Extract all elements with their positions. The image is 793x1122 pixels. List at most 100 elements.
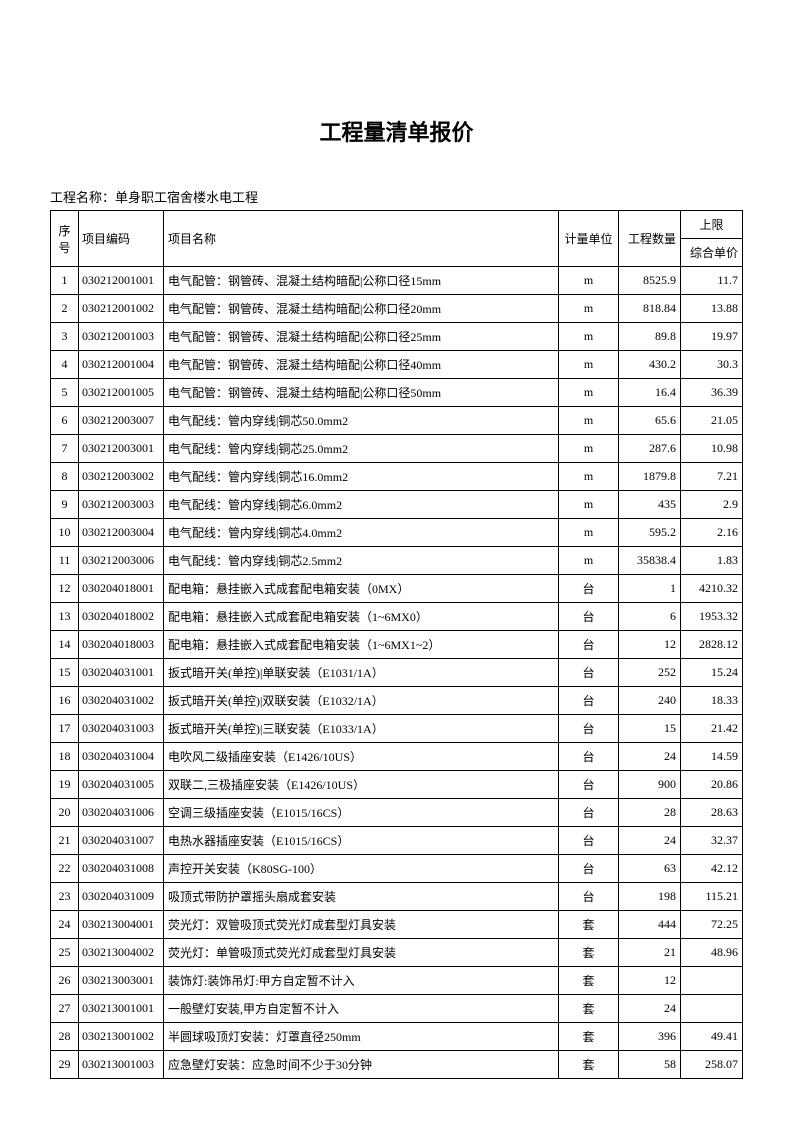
cell-qty: 65.6 — [619, 407, 681, 435]
cell-name: 一般壁灯安装,甲方自定暂不计入 — [164, 995, 559, 1023]
cell-price: 48.96 — [681, 939, 743, 967]
cell-unit: m — [559, 491, 619, 519]
table-row: 7030212003001电气配线：管内穿线|铜芯25.0mm2m287.610… — [51, 435, 743, 463]
table-row: 4030212001004电气配管：钢管砖、混凝土结构暗配|公称口径40mmm4… — [51, 351, 743, 379]
cell-seq: 3 — [51, 323, 79, 351]
cell-qty: 430.2 — [619, 351, 681, 379]
cell-unit: 台 — [559, 771, 619, 799]
cell-code: 030213004001 — [79, 911, 164, 939]
cell-seq: 7 — [51, 435, 79, 463]
cell-name: 电气配管：钢管砖、混凝土结构暗配|公称口径40mm — [164, 351, 559, 379]
cell-qty: 287.6 — [619, 435, 681, 463]
header-code: 项目编码 — [79, 211, 164, 267]
table-row: 21030204031007电热水器插座安装（E1015/16CS）台2432.… — [51, 827, 743, 855]
table-row: 2030212001002电气配管：钢管砖、混凝土结构暗配|公称口径20mmm8… — [51, 295, 743, 323]
cell-qty: 240 — [619, 687, 681, 715]
cell-seq: 10 — [51, 519, 79, 547]
cell-code: 030204031005 — [79, 771, 164, 799]
cell-name: 电气配管：钢管砖、混凝土结构暗配|公称口径25mm — [164, 323, 559, 351]
cell-seq: 1 — [51, 267, 79, 295]
cell-code: 030212001005 — [79, 379, 164, 407]
cell-name: 电气配管：钢管砖、混凝土结构暗配|公称口径15mm — [164, 267, 559, 295]
table-row: 22030204031008声控开关安装（K80SG-100）台6342.12 — [51, 855, 743, 883]
cell-code: 030212003001 — [79, 435, 164, 463]
header-qty: 工程数量 — [619, 211, 681, 267]
table-row: 23030204031009吸顶式带防护罩摇头扇成套安装台198115.21 — [51, 883, 743, 911]
cell-price: 1.83 — [681, 547, 743, 575]
cell-unit: 台 — [559, 603, 619, 631]
cell-price: 258.07 — [681, 1051, 743, 1079]
cell-name: 电气配线：管内穿线|铜芯25.0mm2 — [164, 435, 559, 463]
table-row: 17030204031003扳式暗开关(单控)|三联安装（E1033/1A）台1… — [51, 715, 743, 743]
table-row: 12030204018001配电箱：悬挂嵌入式成套配电箱安装（0MX）台1421… — [51, 575, 743, 603]
cell-name: 配电箱：悬挂嵌入式成套配电箱安装（0MX） — [164, 575, 559, 603]
cell-code: 030212003003 — [79, 491, 164, 519]
cell-price: 21.42 — [681, 715, 743, 743]
cell-seq: 14 — [51, 631, 79, 659]
cell-price: 30.3 — [681, 351, 743, 379]
cell-seq: 27 — [51, 995, 79, 1023]
cell-code: 030204031001 — [79, 659, 164, 687]
cell-qty: 24 — [619, 827, 681, 855]
cell-code: 030213001003 — [79, 1051, 164, 1079]
table-row: 15030204031001扳式暗开关(单控)|单联安装（E1031/1A）台2… — [51, 659, 743, 687]
cell-code: 030213004002 — [79, 939, 164, 967]
cell-name: 荧光灯：双管吸顶式荧光灯成套型灯具安装 — [164, 911, 559, 939]
cell-code: 030204031008 — [79, 855, 164, 883]
cell-price: 18.33 — [681, 687, 743, 715]
table-row: 13030204018002配电箱：悬挂嵌入式成套配电箱安装（1~6MX0）台6… — [51, 603, 743, 631]
cell-name: 双联二,三极插座安装（E1426/10US） — [164, 771, 559, 799]
cell-qty: 435 — [619, 491, 681, 519]
cell-code: 030204031002 — [79, 687, 164, 715]
cell-qty: 35838.4 — [619, 547, 681, 575]
table-row: 27030213001001一般壁灯安装,甲方自定暂不计入套24 — [51, 995, 743, 1023]
page-title: 工程量清单报价 — [50, 115, 743, 147]
cell-qty: 595.2 — [619, 519, 681, 547]
cell-name: 半圆球吸顶灯安装：灯罩直径250mm — [164, 1023, 559, 1051]
cell-name: 装饰灯:装饰吊灯:甲方自定暂不计入 — [164, 967, 559, 995]
cell-code: 030204031007 — [79, 827, 164, 855]
cell-seq: 17 — [51, 715, 79, 743]
cell-unit: 台 — [559, 659, 619, 687]
cell-unit: 套 — [559, 967, 619, 995]
cell-unit: 台 — [559, 883, 619, 911]
cell-qty: 89.8 — [619, 323, 681, 351]
cell-price: 19.97 — [681, 323, 743, 351]
cell-price: 1953.32 — [681, 603, 743, 631]
cell-unit: m — [559, 351, 619, 379]
table-row: 28030213001002半圆球吸顶灯安装：灯罩直径250mm套39649.4… — [51, 1023, 743, 1051]
table-row: 8030212003002电气配线：管内穿线|铜芯16.0mm2m1879.87… — [51, 463, 743, 491]
cell-qty: 1879.8 — [619, 463, 681, 491]
cell-price: 13.88 — [681, 295, 743, 323]
cell-code: 030213001002 — [79, 1023, 164, 1051]
cell-name: 扳式暗开关(单控)|三联安装（E1033/1A） — [164, 715, 559, 743]
table-row: 9030212003003电气配线：管内穿线|铜芯6.0mm2m4352.9 — [51, 491, 743, 519]
cell-qty: 252 — [619, 659, 681, 687]
cell-price: 4210.32 — [681, 575, 743, 603]
table-row: 16030204031002扳式暗开关(单控)|双联安装（E1032/1A）台2… — [51, 687, 743, 715]
cell-price: 21.05 — [681, 407, 743, 435]
table-row: 3030212001003电气配管：钢管砖、混凝土结构暗配|公称口径25mmm8… — [51, 323, 743, 351]
cell-unit: 台 — [559, 631, 619, 659]
cell-price: 28.63 — [681, 799, 743, 827]
cell-qty: 15 — [619, 715, 681, 743]
cell-qty: 12 — [619, 967, 681, 995]
cell-name: 电气配线：管内穿线|铜芯50.0mm2 — [164, 407, 559, 435]
table-row: 29030213001003应急壁灯安装：应急时间不少于30分钟套58258.0… — [51, 1051, 743, 1079]
cell-code: 030204018003 — [79, 631, 164, 659]
cell-name: 扳式暗开关(单控)|单联安装（E1031/1A） — [164, 659, 559, 687]
cell-price: 2828.12 — [681, 631, 743, 659]
cell-seq: 29 — [51, 1051, 79, 1079]
cell-name: 电气配线：管内穿线|铜芯4.0mm2 — [164, 519, 559, 547]
cell-price: 7.21 — [681, 463, 743, 491]
cell-seq: 18 — [51, 743, 79, 771]
table-row: 11030212003006电气配线：管内穿线|铜芯2.5mm2m35838.4… — [51, 547, 743, 575]
cell-qty: 396 — [619, 1023, 681, 1051]
cell-code: 030213003001 — [79, 967, 164, 995]
table-row: 25030213004002荧光灯：单管吸顶式荧光灯成套型灯具安装套2148.9… — [51, 939, 743, 967]
cell-code: 030204031006 — [79, 799, 164, 827]
cell-seq: 25 — [51, 939, 79, 967]
cell-seq: 5 — [51, 379, 79, 407]
cell-unit: m — [559, 407, 619, 435]
cell-price: 72.25 — [681, 911, 743, 939]
